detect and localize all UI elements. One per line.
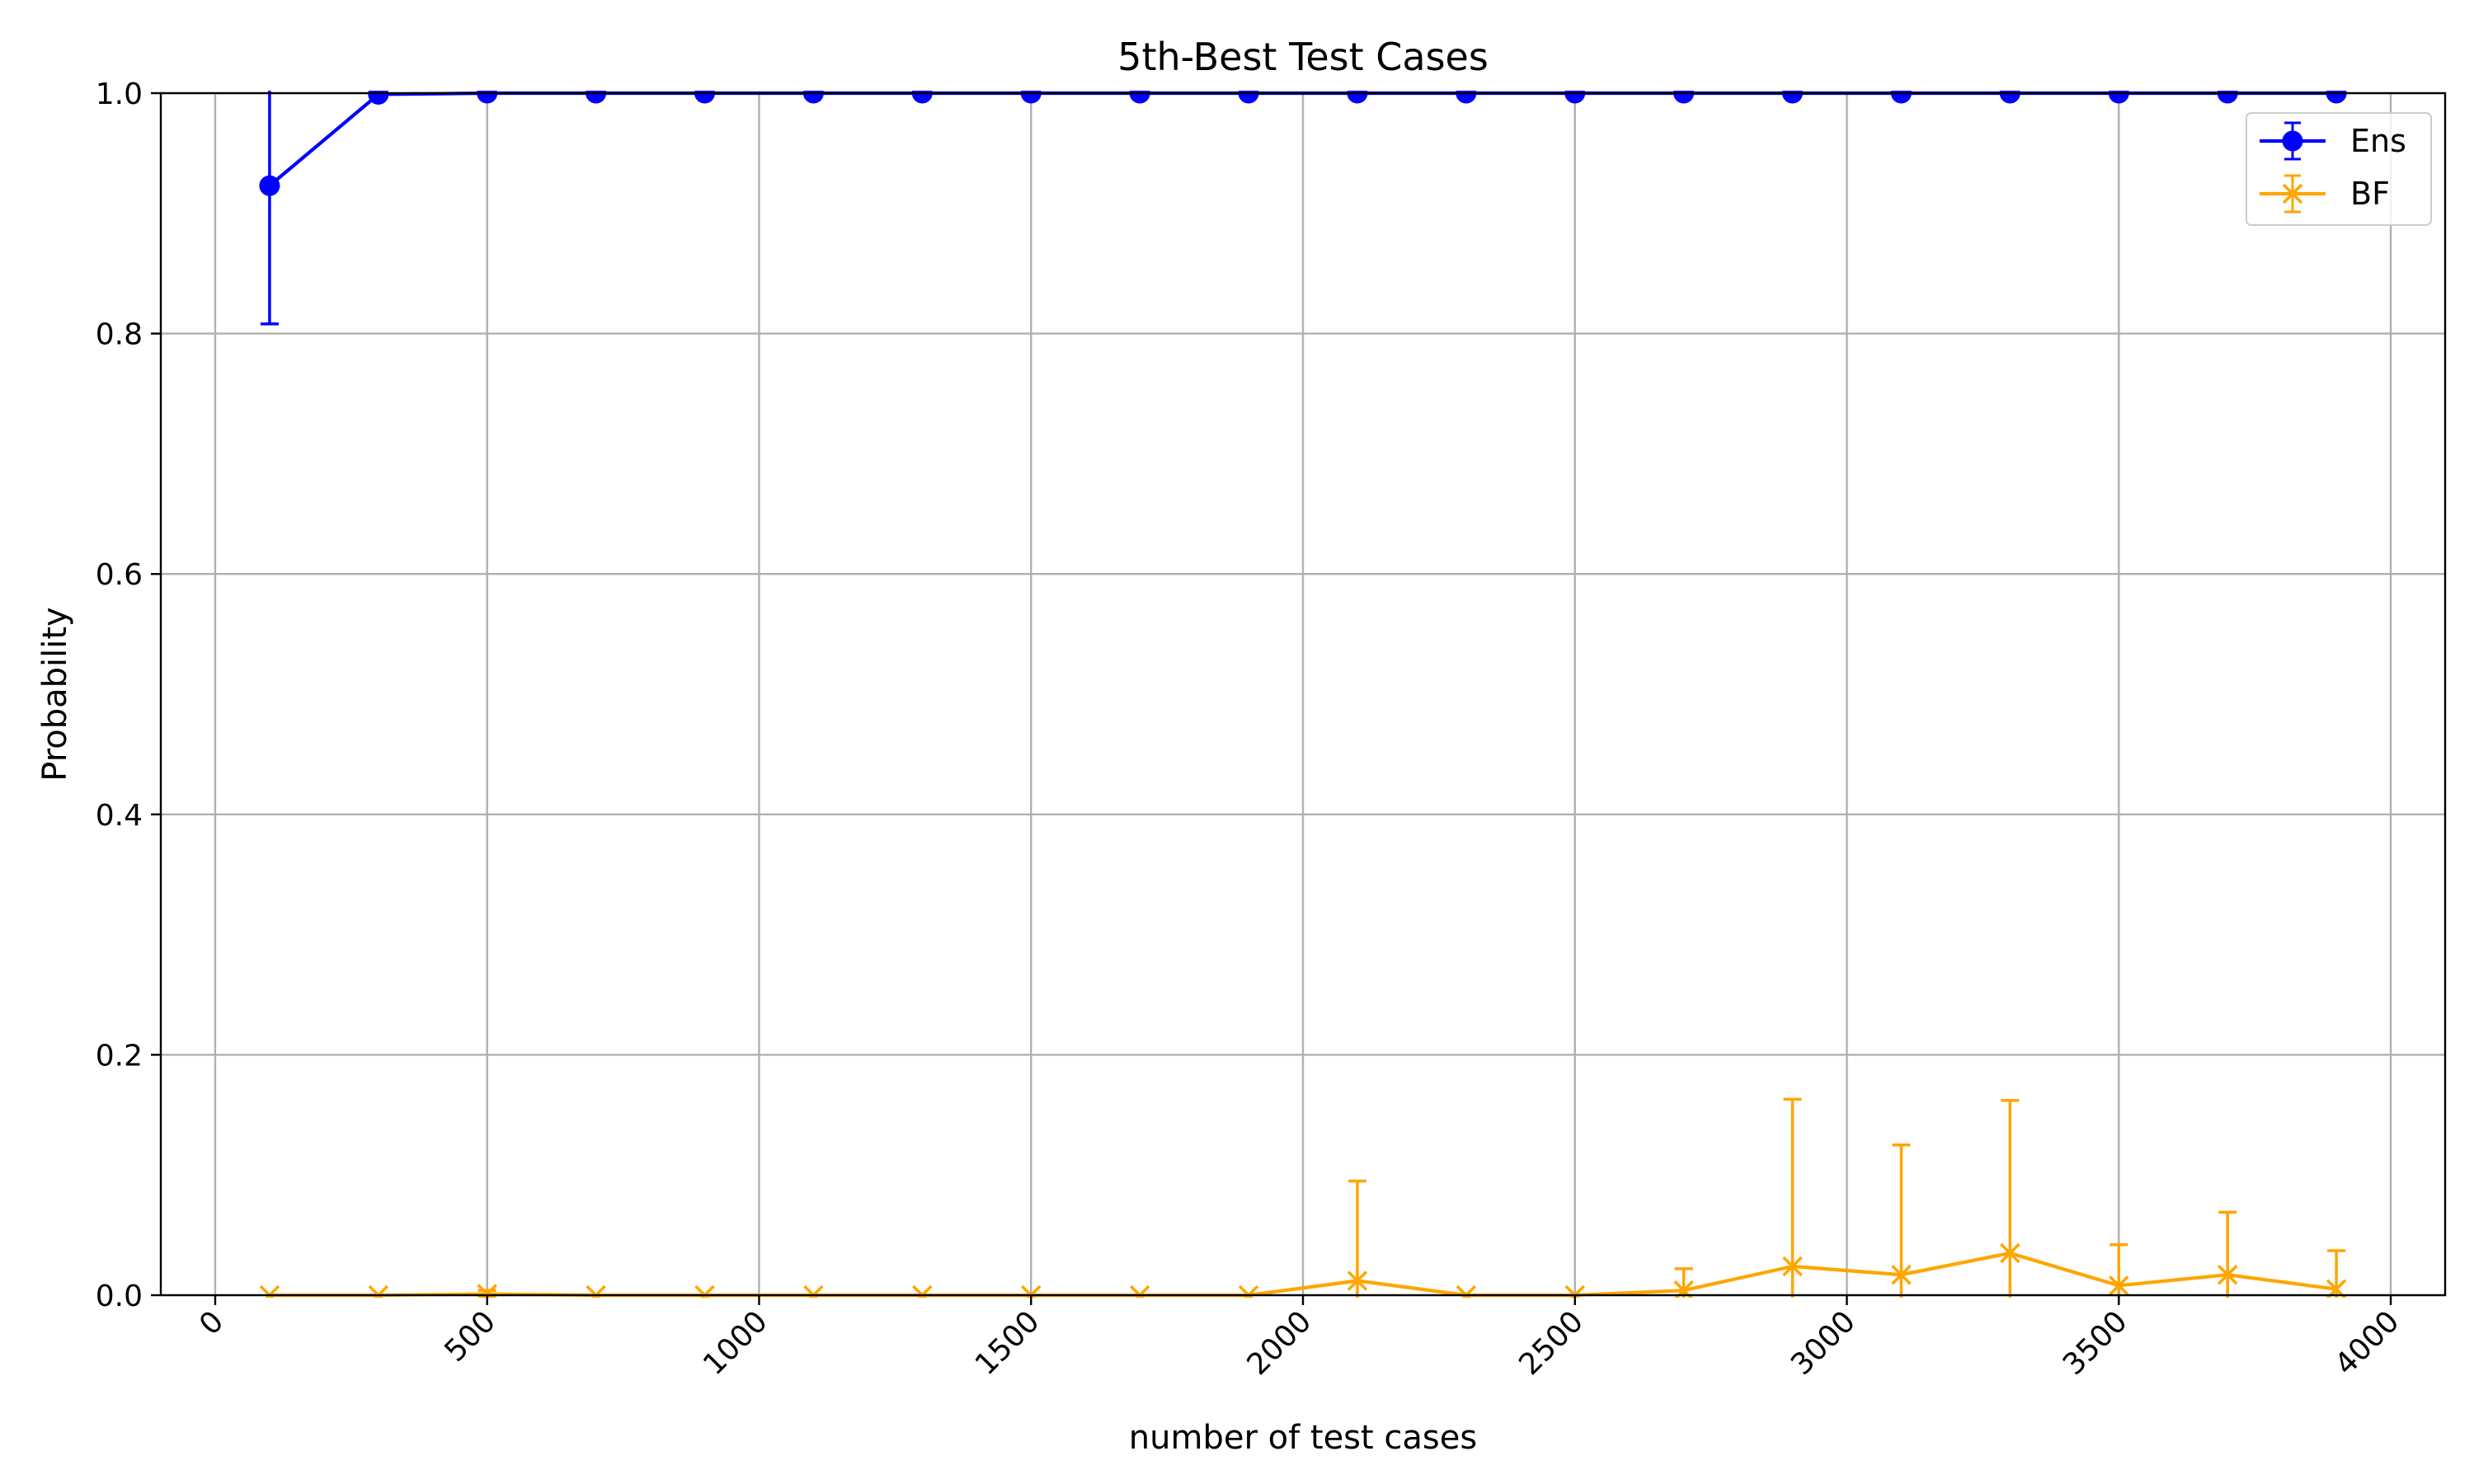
bf-data-point: [477, 1284, 497, 1298]
legend-item-bf: BF: [2260, 174, 2390, 214]
y-tick-label: 0.8: [96, 318, 143, 352]
x-tick-label: 1000: [697, 1304, 774, 1382]
legend-swatch-marker: [2282, 130, 2303, 152]
bf-data-point-stroke: [1891, 1264, 1912, 1285]
x-tick-label: 500: [438, 1304, 502, 1369]
bf-data-point-stroke: [2000, 1242, 2020, 1264]
legend-label: BF: [2350, 176, 2390, 212]
x-tick-label: 4000: [2329, 1304, 2406, 1382]
x-tick-label: 2000: [1241, 1304, 1319, 1382]
y-tick-label: 0.6: [96, 558, 143, 592]
x-tick-label: 3000: [1785, 1304, 1862, 1382]
legend-item-ens: Ens: [2260, 121, 2406, 161]
legend-label: Ens: [2350, 123, 2406, 159]
ens-data-point: [368, 91, 389, 105]
x-axis-label: number of test cases: [1129, 1419, 1477, 1457]
x-tick-label: 2500: [1512, 1304, 1590, 1382]
bf-data-point: [2000, 1242, 2020, 1264]
bf-data-point-stroke: [2217, 1264, 2238, 1285]
y-axis-label: Probability: [36, 607, 74, 781]
legend: Ens BF: [2246, 112, 2432, 226]
y-tick-label: 0.4: [96, 799, 143, 833]
legend-swatch-marker: [2282, 183, 2303, 204]
y-tick-label: 1.0: [96, 77, 143, 111]
bf-data-point: [1347, 1270, 1368, 1291]
legend-swatch-marker-stroke: [2282, 183, 2303, 204]
bf-data-point: [1782, 1256, 1803, 1277]
bf-data-point: [2109, 1275, 2129, 1296]
bf-data-point-stroke: [1782, 1256, 1803, 1277]
grid: [161, 92, 2445, 1297]
bf-data-point-stroke: [1674, 1280, 1694, 1298]
bf-data-point: [1673, 1280, 1694, 1298]
y-tick-label: 0.0: [96, 1280, 143, 1313]
ticks: 0 500 1000 1500 2000 2500 3000 3500 4000 0.0 0.2 0.…: [96, 77, 2406, 1382]
ens-data-point: [259, 175, 280, 196]
chart-title: 5th-Best Test Cases: [1117, 35, 1489, 79]
x-tick-label: 1500: [969, 1304, 1047, 1382]
x-tick-label: 0: [193, 1304, 230, 1341]
y-tick-label: 0.2: [96, 1039, 143, 1073]
bf-data-point: [1891, 1264, 1912, 1285]
bf-data-point: [2217, 1264, 2238, 1285]
x-tick-label: 3500: [2057, 1304, 2134, 1382]
bf-data-point-stroke: [481, 1284, 497, 1298]
bf-data-point-stroke: [2109, 1275, 2129, 1296]
bf-data-point-stroke: [1347, 1270, 1368, 1291]
